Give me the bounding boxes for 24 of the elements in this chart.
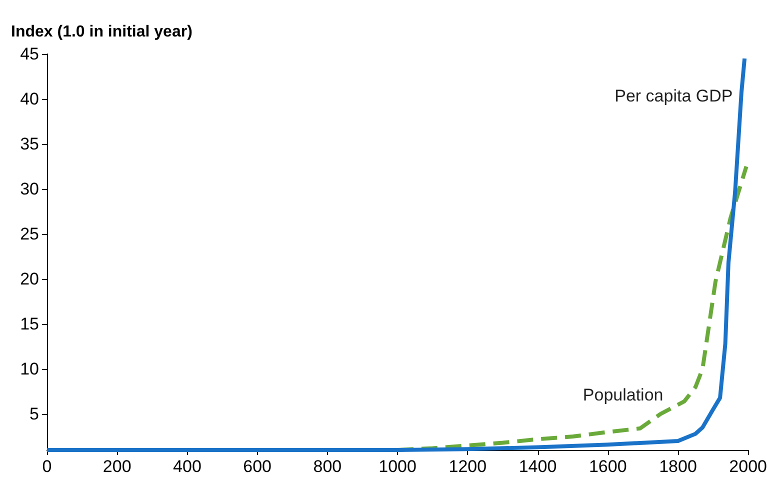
x-tick-label: 600 [243,457,272,476]
y-tick-label: 40 [20,90,39,108]
y-tick-label: 10 [20,360,39,378]
y-tick-label: 25 [20,224,39,244]
y-axis-title: Index (1.0 in initial year) [11,24,192,40]
x-tick-label: 1200 [448,457,487,476]
x-tick-label: 400 [173,457,202,476]
series-label: Per capita GDP [614,86,733,106]
x-tick-label: 2000 [729,457,768,476]
y-tick-label: 20 [20,270,39,288]
series-label: Population [582,385,664,404]
x-tick-label: 200 [102,457,132,476]
x-tick-label: 1000 [378,457,416,476]
x-tick-label: 1600 [588,457,627,476]
x-tick-label: 1400 [518,457,557,476]
x-tick-label: 0 [42,457,52,476]
y-tick-label: 45 [20,44,39,64]
x-tick-label: 1800 [659,457,697,476]
y-tick-label: 5 [30,404,39,424]
y-tick-label: 30 [20,180,39,198]
y-tick-label: 15 [20,314,39,334]
x-tick-label: 800 [313,457,342,476]
line-series [45,56,747,452]
y-tick-label: 35 [20,134,39,154]
